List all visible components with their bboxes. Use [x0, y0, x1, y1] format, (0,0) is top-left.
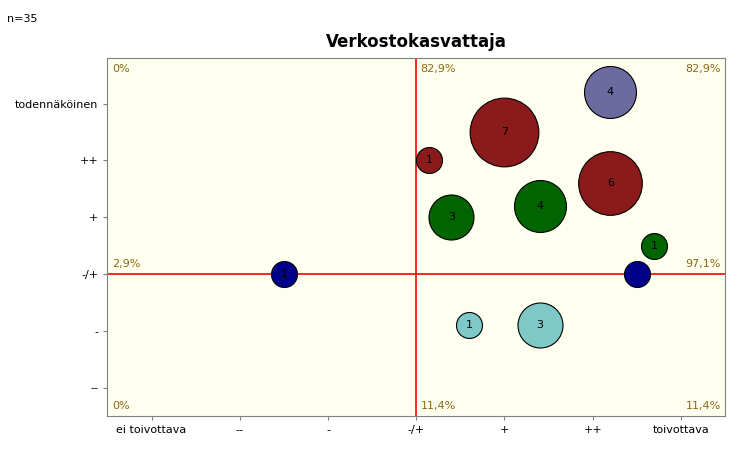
Text: 3: 3 [448, 212, 455, 222]
Text: 3: 3 [536, 320, 543, 330]
Text: 1: 1 [280, 269, 287, 279]
Point [499, 128, 511, 135]
Text: 6: 6 [607, 178, 613, 188]
Point [445, 214, 457, 221]
Text: 1: 1 [465, 320, 473, 330]
Point [278, 270, 290, 278]
Text: 82,9%: 82,9% [420, 64, 456, 74]
Text: 2,9%: 2,9% [112, 259, 140, 270]
Text: 4: 4 [607, 87, 614, 97]
Point [605, 180, 616, 187]
Text: n=35: n=35 [7, 14, 38, 23]
Point [605, 89, 616, 96]
Point [423, 157, 435, 164]
Text: 97,1%: 97,1% [685, 259, 721, 270]
Text: 11,4%: 11,4% [420, 401, 456, 411]
Text: 0%: 0% [112, 64, 130, 74]
Text: 4: 4 [536, 201, 543, 211]
Text: 1: 1 [651, 241, 658, 251]
Title: Verkostokasvattaja: Verkostokasvattaja [326, 33, 507, 51]
Text: 82,9%: 82,9% [685, 64, 721, 74]
Text: 1: 1 [426, 155, 433, 165]
Text: 7: 7 [501, 127, 508, 137]
Point [463, 321, 475, 328]
Point [648, 242, 660, 249]
Point [534, 321, 545, 328]
Point [534, 202, 545, 209]
Text: 11,4%: 11,4% [685, 401, 721, 411]
Point [631, 270, 643, 278]
Text: 0%: 0% [112, 401, 130, 411]
